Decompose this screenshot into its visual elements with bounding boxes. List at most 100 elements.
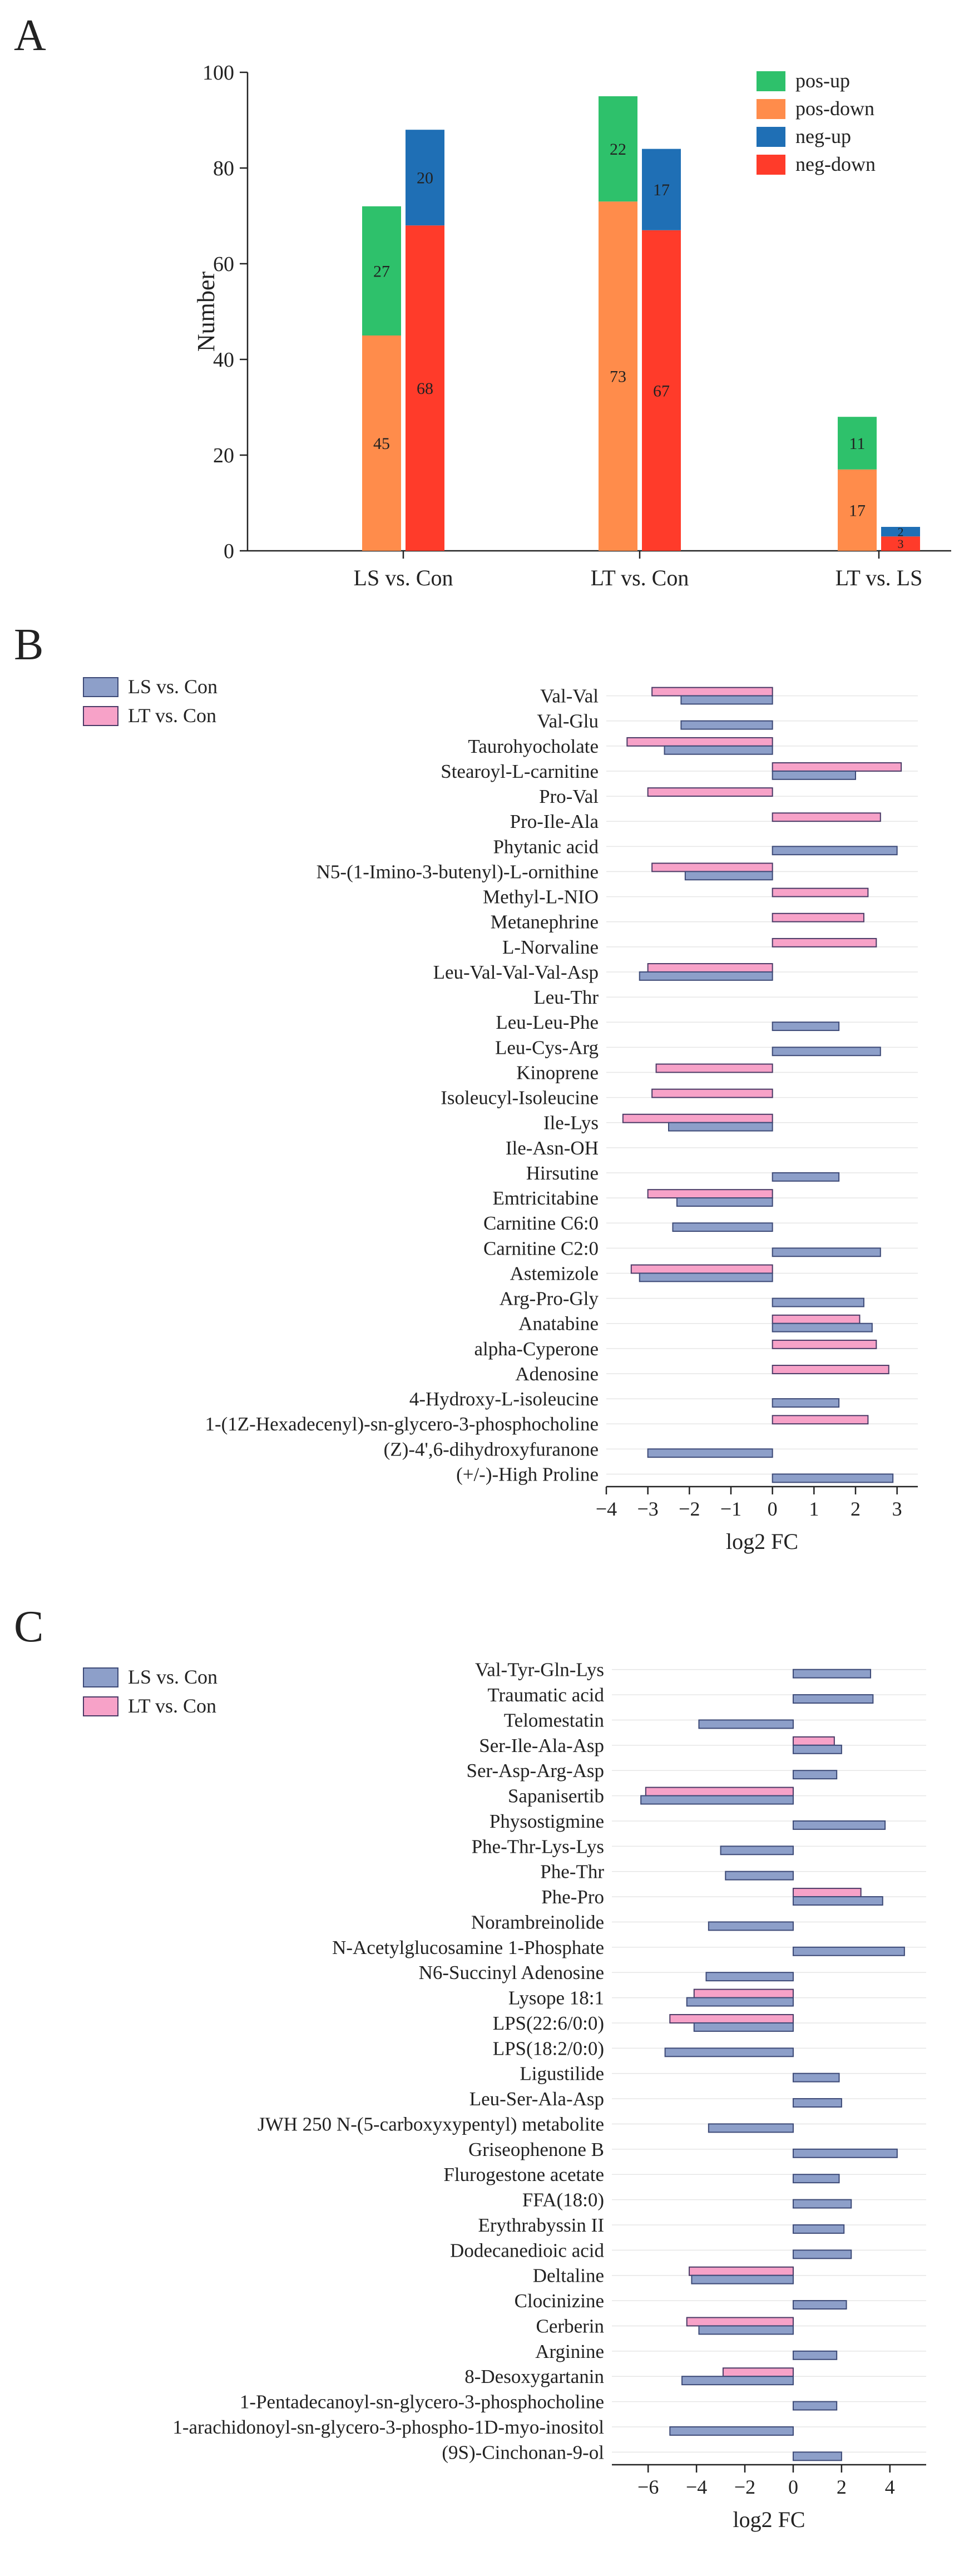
bar-lt-vs-con [792, 1736, 835, 1746]
category-label: Leu-Cys-Arg [495, 1037, 599, 1058]
category-label: Carnitine C6:0 [483, 1212, 599, 1234]
bar-ls-vs-con [693, 2022, 794, 2032]
category-label: Sapanisertib [508, 1785, 604, 1807]
category-label: Adenosine [515, 1363, 599, 1385]
category-label: Phe-Pro [541, 1886, 604, 1908]
y-tick-label: 60 [213, 253, 234, 276]
bar-lt-vs-con [772, 762, 902, 772]
category-label: Clocinizine [515, 2290, 604, 2312]
category-label: LPS(22:6/0:0) [493, 2012, 604, 2034]
category-label: Flurogestone acetate [443, 2164, 604, 2185]
bar-lt-vs-con [669, 2014, 794, 2024]
data-label-pos-down-2: 73 [610, 368, 626, 386]
bar-lt-vs-con [772, 1365, 889, 1374]
bar-ls-vs-con [698, 2325, 794, 2335]
bar-ls-vs-con [792, 2249, 852, 2259]
legend-label-neg-up: neg-up [795, 125, 851, 147]
bar-ls-vs-con [725, 1871, 794, 1881]
category-label: Traumatic acid [487, 1684, 604, 1706]
bar-neg-up-1 [406, 130, 444, 226]
category-label: Telomestatin [504, 1709, 604, 1731]
y-tick-label: 80 [213, 157, 234, 180]
bar-ls-vs-con [792, 1820, 886, 1830]
bar-ls-vs-con [792, 1770, 838, 1780]
legend-swatch-ls [83, 677, 118, 697]
bar-lt-vs-con [772, 937, 877, 948]
category-label: Hirsutine [526, 1162, 599, 1184]
bar-ls-vs-con [681, 2376, 794, 2386]
category-label: 1-arachidonoyl-sn-glycero-3-phospho-1D-m… [172, 2416, 604, 2438]
bar-lt-vs-con [772, 887, 869, 897]
category-label: alpha-Cyperone [474, 1338, 599, 1360]
category-label: Ligustilide [520, 2063, 604, 2085]
bar-ls-vs-con [772, 1247, 881, 1257]
category-label: Norambreinolide [471, 1911, 604, 1933]
bar-pos-up-3 [838, 417, 877, 470]
bar-ls-vs-con [772, 1398, 840, 1408]
bar-ls-vs-con [669, 2426, 794, 2436]
y-axis-label: Number [192, 272, 220, 352]
category-label: Ile-Lys [543, 1112, 599, 1134]
bar-lt-vs-con [772, 1415, 869, 1425]
category-label: Carnitine C2:0 [483, 1237, 599, 1259]
category-label: Erythrabyssin II [478, 2214, 604, 2236]
legend-swatch-ls [83, 1667, 118, 1687]
bar-lt-vs-con [722, 2367, 794, 2377]
category-label: Ile-Asn-OH [506, 1137, 599, 1159]
category-label: Lysope 18:1 [508, 1987, 604, 2009]
bar-lt-vs-con [651, 687, 773, 697]
panel-b: B Val-Val Val-Glu Taurohyocholate Stearoyl-L… [14, 620, 918, 1554]
bar-lt-vs-con [693, 1988, 794, 1998]
bar-ls-vs-con [698, 1719, 794, 1729]
bar-ls-vs-con [708, 2123, 794, 2133]
category-label: Methyl-L-NIO [483, 886, 599, 908]
category-label: Pro-Val [539, 786, 599, 807]
bar-ls-vs-con [792, 2451, 842, 2461]
x-tick-label: LS vs. Con [354, 565, 453, 590]
x-tick-label: −1 [720, 1498, 741, 1520]
panel-label-a: A [14, 11, 46, 60]
bar-ls-vs-con [792, 2148, 898, 2158]
bar-lt-vs-con [689, 2266, 794, 2276]
y-tick-label: 20 [213, 444, 234, 467]
category-label: Metanephrine [491, 911, 599, 933]
bar-ls-vs-con [792, 1669, 872, 1679]
category-label: N-Acetylglucosamine 1-Phosphate [332, 1937, 604, 1958]
bar-lt-vs-con [772, 1339, 877, 1349]
bar-lt-vs-con [647, 1189, 773, 1199]
data-label-pos-down-1: 45 [373, 435, 390, 453]
bar-ls-vs-con [639, 971, 773, 981]
panel-a: A 0 20 40 60 80 100 Number LS vs. Con 45 27 68 20 LT … [14, 11, 951, 590]
x-tick-label: 2 [851, 1498, 861, 1520]
category-label: Deltaline [533, 2265, 604, 2287]
bar-lt-vs-con [651, 862, 773, 872]
bar-neg-down-1 [406, 225, 444, 551]
legend-swatch-lt [83, 706, 118, 726]
category-label: Leu-Thr [533, 986, 599, 1008]
bar-ls-vs-con [664, 2047, 794, 2057]
data-label-pos-up-3: 11 [849, 435, 866, 453]
bar-pos-down-1 [362, 335, 401, 551]
x-tick-label: 3 [892, 1498, 902, 1520]
bar-lt-vs-con [772, 912, 864, 922]
legend-label-ls: LS vs. Con [128, 1666, 217, 1688]
bar-neg-up-3 [881, 527, 920, 537]
x-tick-label: 0 [788, 2476, 798, 2498]
category-label: Emtricitabine [493, 1187, 599, 1209]
bar-ls-vs-con [792, 1896, 883, 1906]
bar-ls-vs-con [686, 1997, 794, 2007]
bar-ls-vs-con [792, 2072, 840, 2082]
bar-lt-vs-con [626, 737, 773, 747]
category-label: Kinoprene [516, 1062, 599, 1083]
legend-label-ls: LS vs. Con [128, 675, 217, 698]
category-label: LPS(18:2/0:0) [493, 2037, 604, 2059]
x-tick-label: 1 [809, 1498, 819, 1520]
bar-pos-down-2 [599, 201, 637, 551]
x-tick-label: 2 [837, 2476, 847, 2498]
bar-ls-vs-con [792, 1946, 905, 1956]
x-axis-label: log2 FC [726, 1529, 798, 1554]
data-label-neg-down-2: 67 [653, 382, 670, 400]
x-tick-label: −4 [596, 1498, 617, 1520]
bar-ls-vs-con [640, 1795, 794, 1805]
bar-ls-vs-con [691, 2274, 794, 2284]
